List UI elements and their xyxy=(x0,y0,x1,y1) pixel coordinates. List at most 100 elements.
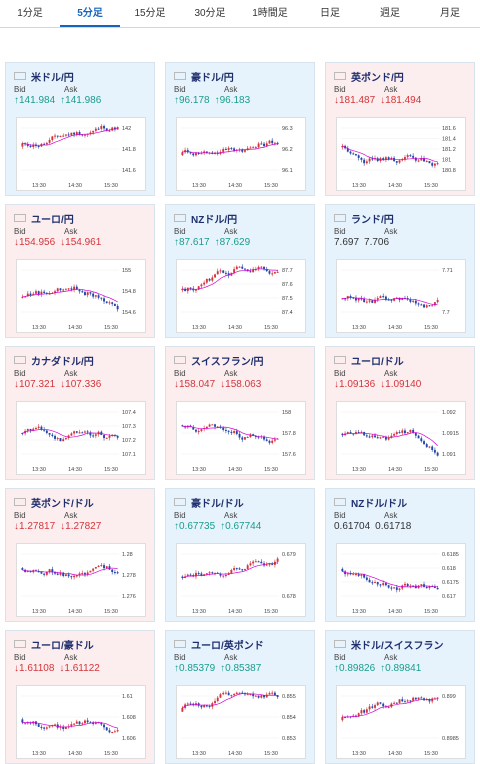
candle-body xyxy=(59,438,62,442)
candle-body xyxy=(21,296,24,298)
ask-label: Ask xyxy=(224,369,238,378)
candle-body xyxy=(417,697,420,700)
rate-card[interactable]: ユーロ/英ポンド Bid Ask ↑0.85379 ↑0.85387 0.855 0.854… xyxy=(165,630,315,764)
bid-value: 158.047 xyxy=(179,379,216,390)
candlestick-chart[interactable]: 1.092 1.0915 1.091 13:30 14:30 15:30 xyxy=(336,401,466,475)
rate-card[interactable]: ユーロ/ドル Bid Ask ↓1.09136 ↓1.09140 1.092 1.0915 1… xyxy=(325,346,475,480)
candle-body xyxy=(406,432,409,434)
rate-card[interactable]: 英ポンド/円 Bid Ask ↓181.487 ↓181.494 181.6 181.4 18… xyxy=(325,62,475,196)
rate-card[interactable]: 豪ドル/ドル Bid Ask ↑0.67735 ↑0.67744 0.679 0.678 13… xyxy=(165,488,315,622)
candle-body xyxy=(420,584,423,586)
pair-title: カナダドル/円 xyxy=(14,353,94,368)
candle-body xyxy=(94,295,97,297)
candle-body xyxy=(433,302,436,306)
rate-card[interactable]: NZドル/円 Bid Ask ↑87.617 ↑87.629 87.7 87.6 87.5 87… xyxy=(165,204,315,338)
rate-card[interactable]: 豪ドル/円 Bid Ask ↑96.178 ↑96.183 96.3 96.2 96.1 13:… xyxy=(165,62,315,196)
candle-body xyxy=(214,424,216,427)
x-tick-label: 13:30 xyxy=(352,751,366,757)
rate-card[interactable]: 米ドル/スイスフラン Bid Ask ↑0.89826 ↑0.89841 0.899 0.8… xyxy=(325,630,475,764)
y-tick-label: 1.276 xyxy=(122,594,136,600)
y-tick-label: 87.5 xyxy=(282,296,293,302)
tab-5[interactable]: 日足 xyxy=(320,8,340,19)
candle-body xyxy=(398,699,401,703)
candle-body xyxy=(346,148,349,152)
candlestick-chart[interactable]: 0.899 0.8985 13:30 14:30 15:30 xyxy=(336,685,466,759)
candle-body xyxy=(195,152,197,156)
candle-body xyxy=(406,155,409,158)
rate-card[interactable]: カナダドル/円 Bid Ask ↓107.321 ↓107.336 107.4 107.3 1… xyxy=(5,346,155,480)
bid-label: Bid xyxy=(334,511,346,520)
candle-body xyxy=(249,694,252,696)
candle-body xyxy=(406,700,409,702)
candle-body xyxy=(108,130,111,132)
candlestick-chart[interactable]: 96.3 96.2 96.1 13:30 14:30 15:30 xyxy=(176,117,306,191)
tab-2[interactable]: 15分足 xyxy=(134,8,166,19)
bid-price: ↑0.85379 xyxy=(174,663,215,674)
candlestick-chart[interactable]: 0.679 0.678 13:30 14:30 15:30 xyxy=(176,543,306,617)
tab-3[interactable]: 30分足 xyxy=(194,8,226,19)
x-tick-label: 14:30 xyxy=(68,467,82,473)
candle-body xyxy=(235,431,238,435)
pair-title: 豪ドル/円 xyxy=(174,69,234,84)
candle-body xyxy=(230,431,233,433)
candle-body xyxy=(192,703,195,706)
candle-body xyxy=(249,434,252,438)
candle-body xyxy=(382,583,385,586)
candle-body xyxy=(365,709,368,713)
candlestick-chart[interactable]: 0.6185 0.618 0.6175 0.617 13:30 14:30 15:30 xyxy=(336,543,466,617)
candle-body xyxy=(56,573,59,575)
candle-body xyxy=(59,288,62,291)
candlestick-chart[interactable]: 142 141.8 141.6 13:30 14:30 15:30 xyxy=(16,117,146,191)
candle-body xyxy=(395,587,398,590)
arrow-up-icon: ↑ xyxy=(174,663,179,674)
tab-7[interactable]: 月足 xyxy=(440,8,460,19)
candlestick-chart[interactable]: 7.71 7.7 13:30 14:30 15:30 xyxy=(336,259,466,333)
candle-body xyxy=(62,439,65,442)
ask-label: Ask xyxy=(384,369,398,378)
candlestick-chart[interactable]: 87.7 87.6 87.5 87.4 13:30 14:30 15:30 xyxy=(176,259,306,333)
candlestick-chart[interactable]: 1.28 1.278 1.276 13:30 14:30 15:30 xyxy=(16,543,146,617)
candle-body xyxy=(32,293,35,296)
tab-1[interactable]: 5分足 xyxy=(60,0,120,27)
candle-body xyxy=(54,135,56,137)
rate-card[interactable]: ランド/円 Bid Ask 7.697 7.706 7.71 7.7 13:30 14:30 15… xyxy=(325,204,475,338)
bid-value: 0.85379 xyxy=(179,663,216,674)
candle-body xyxy=(360,710,363,714)
x-tick-label: 14:30 xyxy=(388,325,402,331)
candlestick-chart[interactable]: 1.61 1.608 1.606 13:30 14:30 15:30 xyxy=(16,685,146,759)
candle-body xyxy=(401,699,404,702)
candle-body xyxy=(423,158,425,162)
candle-body xyxy=(420,438,423,442)
candle-body xyxy=(393,587,396,589)
rate-card[interactable]: ユーロ/円 Bid Ask ↓154.956 ↓154.961 155 154.8 154.6… xyxy=(5,204,155,338)
candlestick-chart[interactable]: 181.6 181.4 181.2 181 180.8 13:30 14:30 15:30 xyxy=(336,117,466,191)
chart-svg: 142 141.8 141.6 13:30 14:30 15:30 xyxy=(21,124,136,189)
candle-body xyxy=(260,143,263,145)
x-tick-label: 15:30 xyxy=(424,183,438,189)
tab-0[interactable]: 1分足 xyxy=(17,8,43,19)
candlestick-chart[interactable]: 0.855 0.854 0.853 13:30 14:30 15:30 xyxy=(176,685,306,759)
candlestick-chart[interactable]: 155 154.8 154.6 13:30 14:30 15:30 xyxy=(16,259,146,333)
rate-card[interactable]: 米ドル/円 Bid Ask ↑141.984 ↑141.986 142 141.8 141.6… xyxy=(5,62,155,196)
ask-value: 181.494 xyxy=(385,95,422,106)
candlestick-chart[interactable]: 158 157.8 157.6 13:30 14:30 15:30 xyxy=(176,401,306,475)
candle-body xyxy=(92,293,95,297)
candle-body xyxy=(75,431,78,433)
rate-card[interactable]: スイスフラン/円 Bid Ask ↓158.047 ↓158.063 158 157.8 15… xyxy=(165,346,315,480)
tab-6[interactable]: 週足 xyxy=(380,8,400,19)
tab-4[interactable]: 1時間足 xyxy=(252,8,288,19)
arrow-down-icon: ↓ xyxy=(14,663,19,674)
arrow-up-icon: ↑ xyxy=(220,521,226,532)
bid-value: 0.61704 xyxy=(334,521,371,532)
candle-body xyxy=(81,134,84,136)
ask-label: Ask xyxy=(224,511,238,520)
candlestick-chart[interactable]: 107.4 107.3 107.2 107.1 13:30 14:30 15:30 xyxy=(16,401,146,475)
rate-card[interactable]: ユーロ/豪ドル Bid Ask ↓1.61108 ↓1.61122 1.61 1.608 1.… xyxy=(5,630,155,764)
candle-body xyxy=(235,692,238,695)
rate-card[interactable]: NZドル/ドル Bid Ask 0.61704 0.61718 0.6185 0.618 0.… xyxy=(325,488,475,622)
rate-card[interactable]: 英ポンド/ドル Bid Ask ↓1.27817 ↓1.27827 1.28 1.278 1.… xyxy=(5,488,155,622)
candle-body xyxy=(45,727,48,729)
bid-value: 1.61108 xyxy=(19,663,55,674)
bid-value: 154.956 xyxy=(19,237,56,248)
candle-body xyxy=(37,291,40,295)
